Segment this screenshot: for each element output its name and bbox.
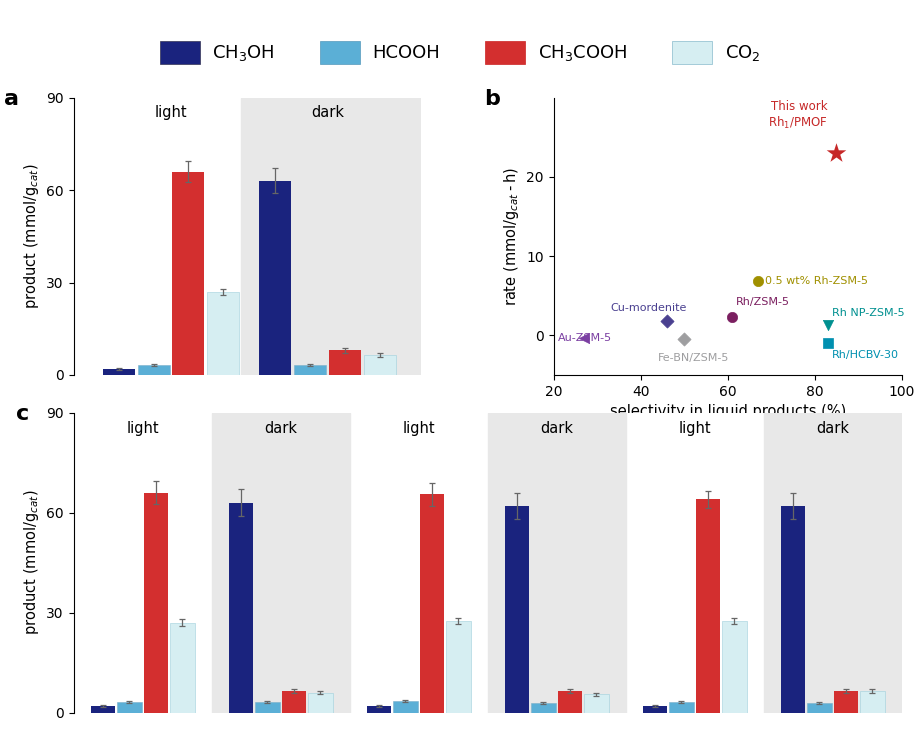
Point [659,315,674,327]
Bar [668,702,693,712]
Text: This work: This work [770,100,827,113]
Bar [530,703,555,712]
Bar [91,706,115,712]
Y-axis label: product (mmol/g$_{cat}$): product (mmol/g$_{cat}$) [22,490,40,635]
Text: Rh/ZSM-5: Rh/ZSM-5 [735,297,789,307]
Text: light: light [126,421,159,436]
Text: Au-ZSM-5: Au-ZSM-5 [558,333,611,343]
Text: dark: dark [539,421,573,436]
Point [820,319,834,331]
Text: dark: dark [311,105,344,120]
Point [820,338,834,350]
Bar [241,98,421,375]
Bar [557,691,582,712]
Bar [170,622,194,712]
Bar [103,369,135,375]
Bar [642,706,666,712]
Bar [446,621,470,712]
Point [676,333,691,345]
Bar [281,691,306,712]
Text: Rh$_1$/PMOF: Rh$_1$/PMOF [767,115,827,130]
Point [750,275,765,287]
Bar [117,702,142,712]
Text: light: light [402,421,435,436]
Bar [806,703,831,712]
Bar [294,365,326,375]
Point [576,332,591,344]
Bar [207,292,239,375]
Bar [505,506,528,712]
Text: light: light [154,105,187,120]
Bar [584,694,607,712]
Bar [229,503,253,712]
Bar [255,702,279,712]
Bar [859,691,883,712]
Text: dark: dark [264,421,297,436]
Bar [329,350,360,375]
Bar [419,494,444,712]
Text: Cu-mordenite: Cu-mordenite [609,302,686,313]
Point [724,311,739,323]
Text: light: light [677,421,710,436]
Bar [172,172,204,375]
Bar [780,506,804,712]
Bar [367,706,391,712]
Text: Rh/HCBV-30: Rh/HCBV-30 [831,350,898,360]
Y-axis label: rate (mmol/g$_{cat}$ - h): rate (mmol/g$_{cat}$ - h) [501,166,520,306]
Bar [833,691,857,712]
Bar [392,700,417,712]
Bar [363,355,395,375]
Text: 0.5 wt% Rh-ZSM-5: 0.5 wt% Rh-ZSM-5 [764,277,867,286]
Point [828,147,843,159]
Bar [695,500,720,712]
Text: b: b [483,89,499,110]
Text: a: a [4,89,19,110]
X-axis label: selectivity in liquid products (%): selectivity in liquid products (%) [609,404,845,419]
Bar [763,413,901,712]
Bar [721,621,745,712]
Text: Rh NP-ZSM-5: Rh NP-ZSM-5 [831,308,903,318]
Text: dark: dark [815,421,848,436]
Bar [138,365,169,375]
Text: Fe-BN/ZSM-5: Fe-BN/ZSM-5 [657,352,729,362]
Bar [211,413,349,712]
Text: c: c [16,404,28,424]
Legend: CH$_3$OH, HCOOH, CH$_3$COOH, CO$_2$: CH$_3$OH, HCOOH, CH$_3$COOH, CO$_2$ [153,34,766,70]
Bar [143,493,168,712]
Bar [308,692,332,712]
Bar [259,181,291,375]
Y-axis label: product (mmol/g$_{cat}$): product (mmol/g$_{cat}$) [22,164,40,309]
Bar [487,413,625,712]
